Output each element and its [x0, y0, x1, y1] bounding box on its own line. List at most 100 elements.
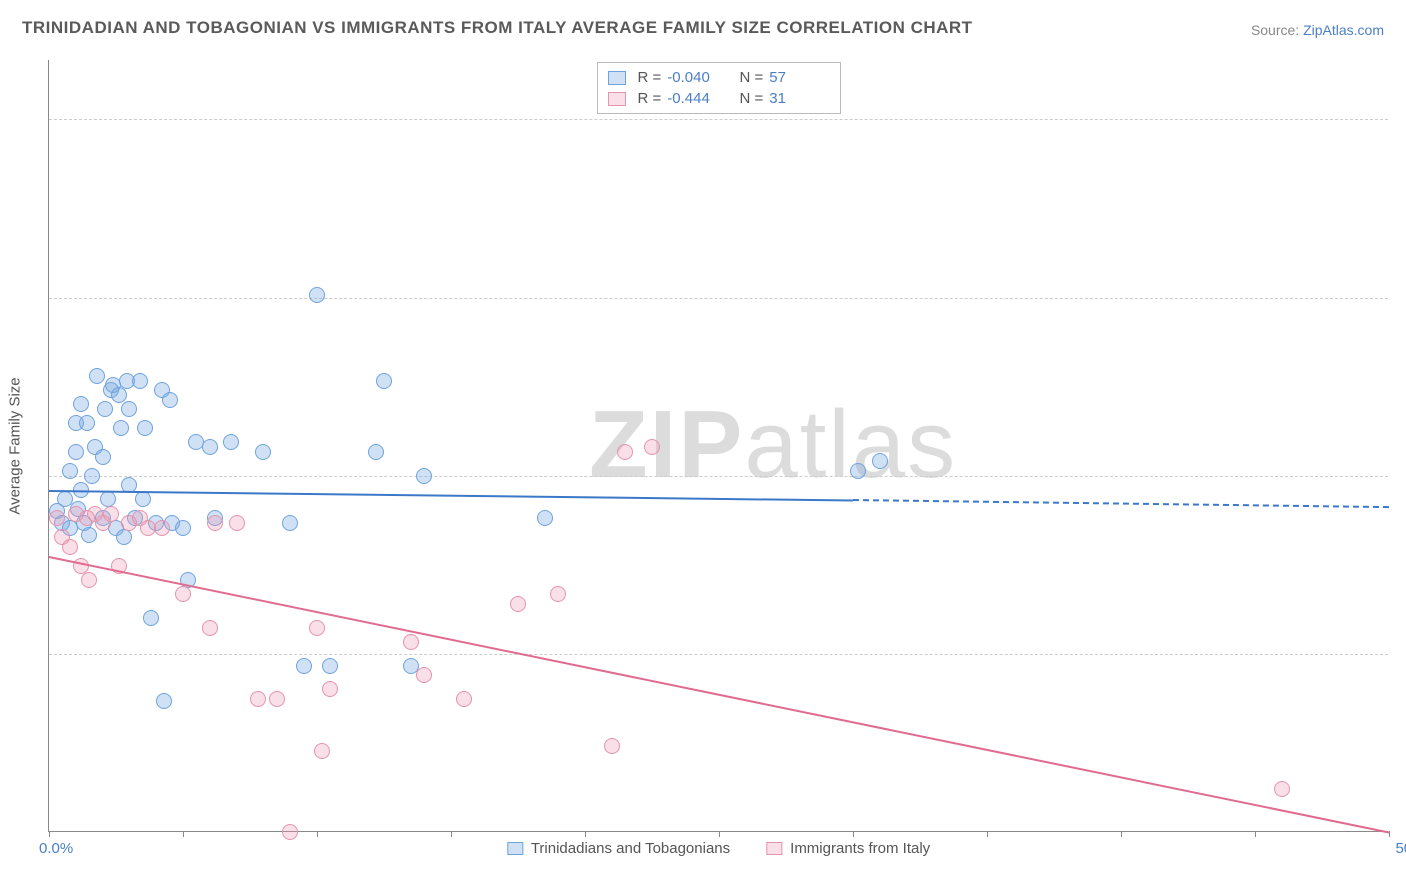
legend-label-it: Immigrants from Italy — [790, 840, 930, 857]
data-point-tt — [175, 520, 191, 536]
data-point-it — [416, 667, 432, 683]
data-point-it — [322, 681, 338, 697]
data-point-tt — [116, 529, 132, 545]
x-tick — [317, 831, 318, 837]
data-point-tt — [255, 444, 271, 460]
trend-line — [853, 499, 1389, 508]
x-axis-max-label: 50.0% — [1395, 840, 1406, 857]
stat-r-tt: R = -0.040 — [638, 69, 728, 86]
data-point-tt — [282, 515, 298, 531]
data-point-it — [282, 824, 298, 840]
data-point-it — [81, 572, 97, 588]
data-point-tt — [79, 415, 95, 431]
data-point-tt — [97, 401, 113, 417]
swatch-it-icon — [608, 92, 626, 106]
x-tick — [987, 831, 988, 837]
data-point-tt — [137, 420, 153, 436]
swatch-it-icon — [766, 842, 782, 855]
data-point-it — [250, 691, 266, 707]
data-point-tt — [68, 444, 84, 460]
data-point-tt — [322, 658, 338, 674]
data-point-tt — [84, 468, 100, 484]
data-point-it — [617, 444, 633, 460]
x-tick — [451, 831, 452, 837]
gridline — [49, 119, 1388, 120]
data-point-tt — [143, 610, 159, 626]
watermark-thin: atlas — [744, 391, 957, 498]
stat-r-it: R = -0.444 — [638, 90, 728, 107]
r-value-it: -0.444 — [667, 90, 710, 107]
data-point-it — [314, 743, 330, 759]
data-point-it — [403, 634, 419, 650]
x-tick — [1389, 831, 1390, 837]
data-point-tt — [537, 510, 553, 526]
stat-n-tt: N = 57 — [740, 69, 830, 86]
data-point-it — [644, 439, 660, 455]
chart-title: TRINIDADIAN AND TOBAGONIAN VS IMMIGRANTS… — [22, 18, 973, 38]
data-point-it — [154, 520, 170, 536]
data-point-tt — [132, 373, 148, 389]
data-point-tt — [111, 387, 127, 403]
x-tick — [719, 831, 720, 837]
legend-label-tt: Trinidadians and Tobagonians — [531, 840, 730, 857]
trend-line — [49, 490, 853, 502]
data-point-it — [62, 539, 78, 555]
data-point-tt — [95, 449, 111, 465]
data-point-it — [309, 620, 325, 636]
data-point-it — [175, 586, 191, 602]
data-point-tt — [73, 396, 89, 412]
data-point-it — [456, 691, 472, 707]
y-tick-label: 3.50 — [1394, 467, 1406, 484]
y-tick-label: 2.75 — [1394, 645, 1406, 662]
series-legend: Trinidadians and Tobagonians Immigrants … — [507, 840, 930, 857]
data-point-it — [269, 691, 285, 707]
correlation-legend: R = -0.040 N = 57 R = -0.444 N = 31 — [597, 62, 841, 114]
x-tick — [49, 831, 50, 837]
r-label: R = — [638, 90, 662, 107]
swatch-tt-icon — [507, 842, 523, 855]
data-point-tt — [156, 693, 172, 709]
gridline — [49, 654, 1388, 655]
data-point-tt — [121, 401, 137, 417]
n-label: N = — [740, 90, 764, 107]
n-label: N = — [740, 69, 764, 86]
r-label: R = — [638, 69, 662, 86]
data-point-it — [207, 515, 223, 531]
source-label: Source: — [1251, 22, 1299, 38]
data-point-it — [103, 506, 119, 522]
data-point-tt — [81, 527, 97, 543]
gridline — [49, 298, 1388, 299]
x-tick — [183, 831, 184, 837]
n-value-it: 31 — [769, 90, 786, 107]
data-point-tt — [89, 368, 105, 384]
y-axis-title: Average Family Size — [7, 377, 24, 514]
data-point-it — [229, 515, 245, 531]
data-point-it — [49, 510, 65, 526]
data-point-it — [1274, 781, 1290, 797]
data-point-tt — [376, 373, 392, 389]
source-attribution: Source: ZipAtlas.com — [1251, 22, 1384, 38]
data-point-tt — [850, 463, 866, 479]
y-tick-label: 4.25 — [1394, 289, 1406, 306]
data-point-it — [202, 620, 218, 636]
r-value-tt: -0.040 — [667, 69, 710, 86]
data-point-tt — [162, 392, 178, 408]
data-point-tt — [416, 468, 432, 484]
data-point-tt — [202, 439, 218, 455]
data-point-tt — [872, 453, 888, 469]
data-point-tt — [296, 658, 312, 674]
data-point-tt — [113, 420, 129, 436]
scatter-plot-area: Average Family Size ZIPatlas R = -0.040 … — [48, 60, 1388, 832]
data-point-it — [604, 738, 620, 754]
data-point-tt — [135, 491, 151, 507]
data-point-tt — [62, 463, 78, 479]
y-tick-label: 5.00 — [1394, 111, 1406, 128]
x-tick — [1255, 831, 1256, 837]
x-axis-min-label: 0.0% — [39, 840, 73, 857]
data-point-tt — [223, 434, 239, 450]
x-tick — [1121, 831, 1122, 837]
x-tick — [853, 831, 854, 837]
data-point-tt — [309, 287, 325, 303]
stat-n-it: N = 31 — [740, 90, 830, 107]
source-value: ZipAtlas.com — [1303, 22, 1384, 38]
